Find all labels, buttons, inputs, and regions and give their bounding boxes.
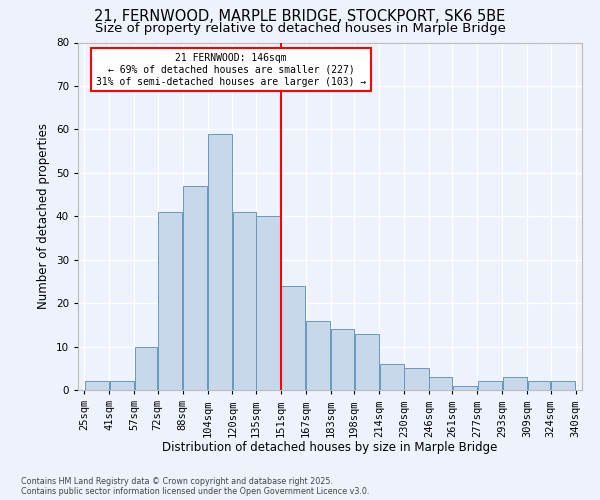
Text: 21, FERNWOOD, MARPLE BRIDGE, STOCKPORT, SK6 5BE: 21, FERNWOOD, MARPLE BRIDGE, STOCKPORT, … [94,9,506,24]
Text: 21 FERNWOOD: 146sqm
← 69% of detached houses are smaller (227)
31% of semi-detac: 21 FERNWOOD: 146sqm ← 69% of detached ho… [96,54,366,86]
Bar [233,212,256,390]
Bar [528,382,550,390]
Bar [453,386,477,390]
Bar [183,186,207,390]
Bar [158,212,182,390]
X-axis label: Distribution of detached houses by size in Marple Bridge: Distribution of detached houses by size … [163,440,497,454]
Bar [551,382,575,390]
Bar [404,368,429,390]
Bar [208,134,232,390]
Bar [281,286,305,390]
Bar [331,329,354,390]
Text: Size of property relative to detached houses in Marple Bridge: Size of property relative to detached ho… [95,22,505,35]
Bar [503,377,527,390]
Bar [430,377,452,390]
Bar [380,364,404,390]
Bar [110,382,134,390]
Bar [134,346,157,390]
Bar [306,320,331,390]
Bar [478,382,502,390]
Bar [256,216,280,390]
Bar [85,382,109,390]
Text: Contains HM Land Registry data © Crown copyright and database right 2025.
Contai: Contains HM Land Registry data © Crown c… [21,476,370,496]
Bar [355,334,379,390]
Y-axis label: Number of detached properties: Number of detached properties [37,123,50,309]
